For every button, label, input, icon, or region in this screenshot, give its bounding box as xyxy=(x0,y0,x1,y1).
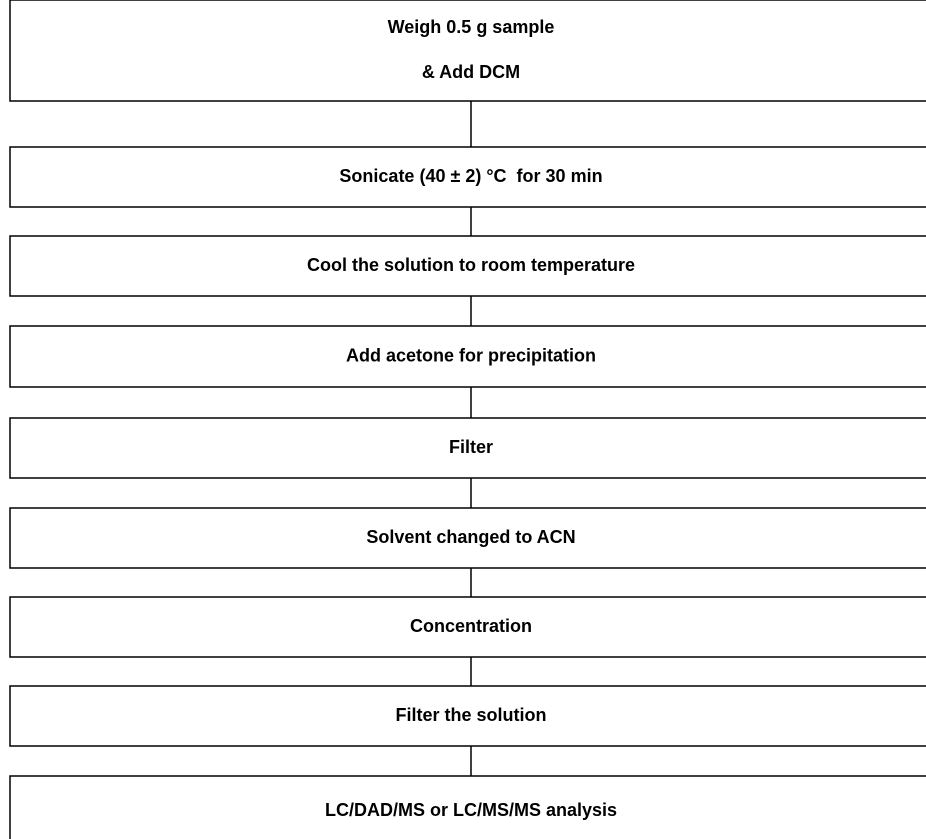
step-label: Sonicate (40 ± 2) °C for 30 min xyxy=(339,166,602,186)
step-label: Filter xyxy=(449,437,493,457)
step-label: LC/DAD/MS or LC/MS/MS analysis xyxy=(325,800,617,820)
step-box xyxy=(9,417,926,479)
step-label: Add acetone for precipitation xyxy=(346,345,596,365)
step-box xyxy=(9,235,926,297)
step-box xyxy=(9,685,926,747)
step-box xyxy=(9,325,926,388)
step-label: Solvent changed to ACN xyxy=(366,527,575,547)
step-label: Concentration xyxy=(410,616,532,636)
step-label: Cool the solution to room temperature xyxy=(307,255,635,275)
step-box xyxy=(9,146,926,208)
step-box xyxy=(9,507,926,569)
step-box xyxy=(9,0,926,102)
step-box xyxy=(9,596,926,658)
step-box xyxy=(9,775,926,839)
step-label: Filter the solution xyxy=(396,705,547,725)
step-label: & Add DCM xyxy=(422,62,520,82)
step-label: Weigh 0.5 g sample xyxy=(388,17,555,37)
